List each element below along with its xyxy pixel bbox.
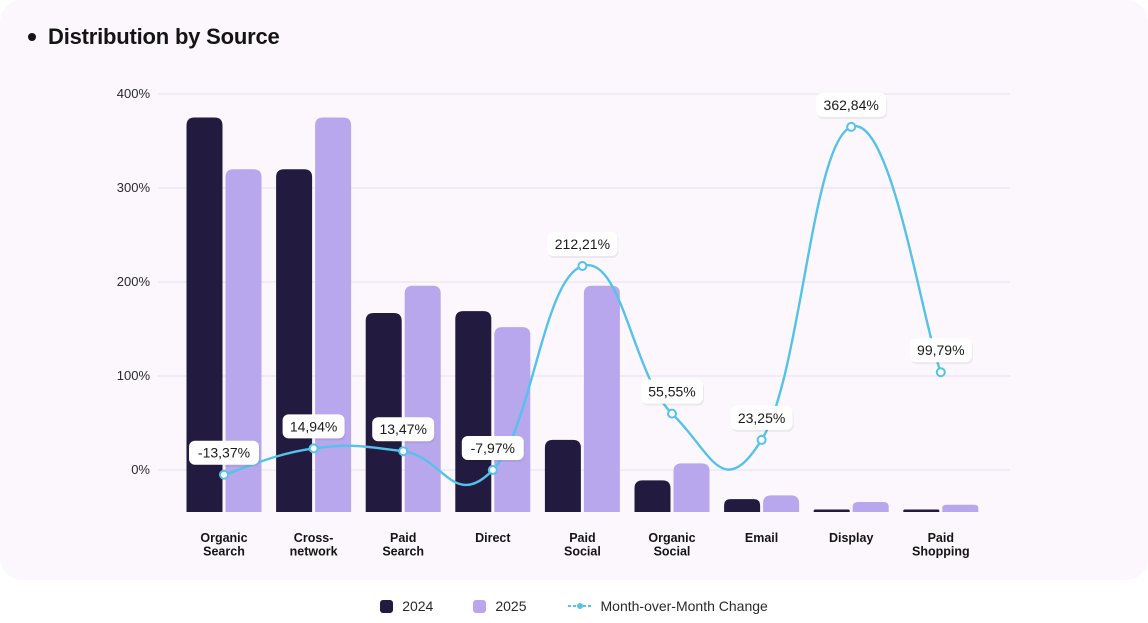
mom-value-label: 99,79% bbox=[909, 338, 973, 365]
x-category-label: Display bbox=[829, 531, 874, 545]
bar-2024 bbox=[276, 169, 313, 512]
mom-value-label: -13,37% bbox=[189, 440, 260, 467]
mom-point bbox=[756, 434, 767, 445]
x-category-label: Cross-network bbox=[290, 531, 338, 559]
bar-2025 bbox=[315, 117, 352, 512]
mom-value-text: 55,55% bbox=[648, 384, 695, 400]
x-category-label: Paid Shopping bbox=[912, 531, 970, 559]
legend-label-2024: 2024 bbox=[402, 598, 434, 614]
chart-header: Distribution by Source bbox=[28, 24, 280, 50]
mom-point bbox=[846, 121, 857, 132]
bar-2024 bbox=[186, 117, 223, 512]
legend-item-mom[interactable]: Month-over-Month Change bbox=[567, 598, 768, 614]
x-category-label: Email bbox=[745, 531, 778, 545]
y-tick-label: 0% bbox=[131, 462, 150, 477]
legend-swatch-2025 bbox=[473, 599, 487, 613]
mom-value-text: -13,37% bbox=[198, 445, 250, 461]
mom-value-text: 362,84% bbox=[824, 97, 879, 113]
bar-2024 bbox=[365, 313, 402, 512]
chart-title: Distribution by Source bbox=[48, 24, 280, 49]
legend-label-mom: Month-over-Month Change bbox=[600, 598, 768, 614]
mom-point bbox=[577, 261, 588, 272]
mom-value-label: 14,94% bbox=[282, 414, 346, 441]
mom-value-text: 99,79% bbox=[917, 342, 964, 358]
y-tick-label: 100% bbox=[117, 368, 151, 383]
y-tick-label: 400% bbox=[117, 86, 151, 101]
y-tick-label: 200% bbox=[117, 274, 151, 289]
bar-2025 bbox=[942, 504, 979, 512]
mom-value-text: 212,21% bbox=[555, 236, 610, 252]
mom-line bbox=[219, 121, 946, 486]
mom-labels: -13,37% 14,94% 13,47% -7,97% 212,21% 55,55% 23… bbox=[189, 92, 973, 467]
mom-value-text: 14,94% bbox=[290, 418, 337, 434]
legend: 2024 2025 Month-over-Month Change bbox=[0, 598, 1148, 614]
y-tick-label: 300% bbox=[117, 180, 151, 195]
mom-line-path bbox=[222, 125, 942, 486]
mom-point bbox=[667, 408, 677, 419]
legend-swatch-2024 bbox=[380, 599, 394, 613]
bars bbox=[186, 117, 979, 512]
mom-value-text: 13,47% bbox=[379, 421, 426, 437]
mom-value-label: 55,55% bbox=[641, 379, 704, 406]
bar-2025 bbox=[763, 495, 800, 512]
x-category-label: Organic Search bbox=[200, 531, 247, 559]
bar-2024 bbox=[813, 509, 850, 512]
mom-value-label: 212,21% bbox=[547, 232, 619, 259]
mom-point bbox=[487, 465, 498, 475]
bar-2025 bbox=[673, 463, 710, 512]
bar-2025 bbox=[404, 285, 441, 512]
y-axis-ticks: 0% 100% 200% 300% 400% bbox=[117, 86, 151, 477]
mom-value-label: -7,97% bbox=[461, 436, 525, 462]
mom-value-text: -7,97% bbox=[471, 440, 515, 456]
bar-2025 bbox=[583, 285, 620, 512]
mom-value-text: 23,25% bbox=[738, 410, 785, 426]
legend-line-icon bbox=[567, 603, 592, 609]
x-category-label: Organic Social bbox=[648, 531, 695, 559]
bar-2025 bbox=[852, 501, 889, 512]
bar-2024 bbox=[724, 499, 761, 512]
chart-plot: 0% 100% 200% 300% 400% -13,37% 14,94% 13,47% -7… bbox=[117, 86, 1010, 559]
mom-value-label: 23,25% bbox=[730, 405, 794, 432]
x-category-label: Paid Social bbox=[564, 531, 601, 559]
bar-2024 bbox=[544, 439, 581, 512]
legend-item-2025[interactable]: 2025 bbox=[473, 598, 527, 614]
x-axis-categories: Organic Search Cross-network Paid Search Dire… bbox=[200, 531, 969, 559]
x-category-label: Direct bbox=[475, 531, 511, 545]
bar-2025 bbox=[225, 169, 262, 512]
mom-point bbox=[398, 446, 409, 457]
bar-2024 bbox=[455, 311, 492, 512]
x-category-label: Paid Search bbox=[382, 531, 424, 559]
mom-point bbox=[219, 469, 229, 480]
bar-2024 bbox=[634, 480, 671, 512]
bar-2024 bbox=[903, 509, 940, 512]
mom-point bbox=[935, 367, 946, 378]
mom-value-label: 13,47% bbox=[372, 417, 436, 444]
title-bullet-icon bbox=[28, 33, 36, 41]
mom-point bbox=[308, 443, 319, 454]
bar-2025 bbox=[494, 327, 531, 512]
legend-label-2025: 2025 bbox=[495, 598, 527, 614]
legend-item-2024[interactable]: 2024 bbox=[380, 598, 433, 614]
mom-value-label: 362,84% bbox=[816, 92, 888, 119]
